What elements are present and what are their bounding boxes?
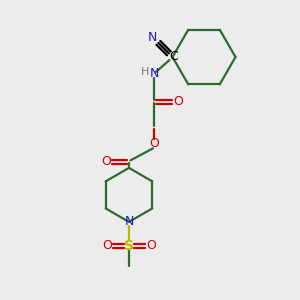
Text: H: H [140, 67, 149, 77]
Text: S: S [124, 239, 134, 253]
Text: N: N [148, 31, 158, 44]
Text: O: O [149, 137, 159, 150]
Text: O: O [173, 95, 183, 108]
Text: C: C [169, 50, 178, 63]
Text: N: N [150, 67, 159, 80]
Text: O: O [101, 155, 111, 168]
Text: O: O [146, 239, 156, 252]
Text: N: N [124, 215, 134, 228]
Text: O: O [102, 239, 112, 252]
